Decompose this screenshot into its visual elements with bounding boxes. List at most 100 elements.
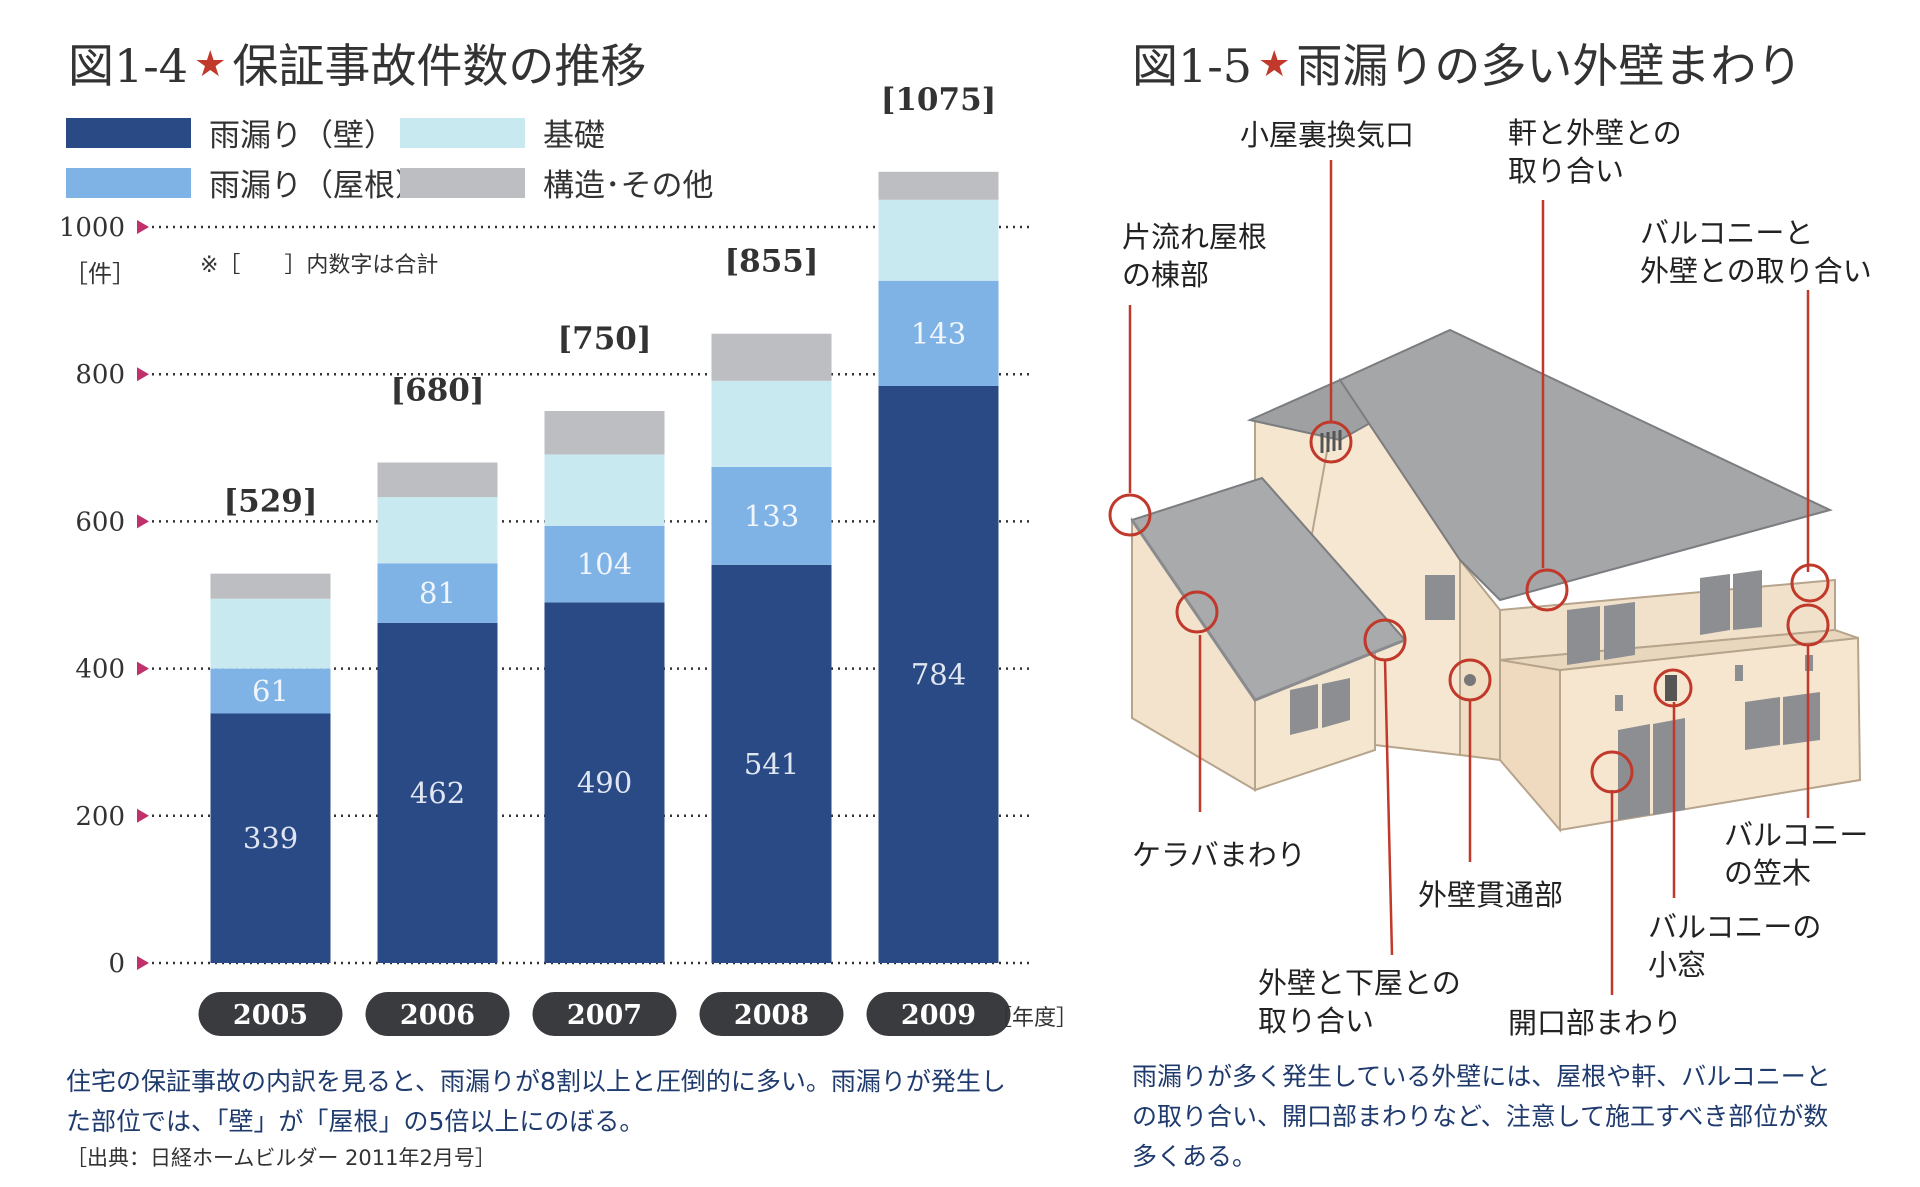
window-gable: [1425, 575, 1455, 620]
y-tick-label-400: 400: [75, 655, 125, 685]
tick-marker-200: [137, 808, 149, 823]
data-label-2007-series-1: 104: [577, 547, 632, 581]
window-lower-right-2: [1783, 692, 1820, 745]
x-tick-label-2007: 2007: [567, 1000, 642, 1031]
house-diagram: [1108, 160, 1862, 995]
bar-2009-series-2: [878, 199, 999, 281]
pipe-penetration: [1464, 674, 1476, 686]
tick-marker-1000: [137, 220, 149, 234]
legend-label-foundation: 基礎: [543, 118, 605, 154]
stacked-bar-chart: 0 200 400 600 800 1000 339 61 [529] 2005 462 81 [680…: [59, 82, 1030, 1036]
label-shed-roof-ridge: 片流れ屋根 の棟部: [1122, 218, 1267, 294]
label-shed-roof-ridge-line2: の棟部: [1122, 258, 1210, 292]
y-tick-label-600: 600: [75, 507, 125, 537]
label-balcony-wall-junction-line2: 外壁との取り合い: [1640, 254, 1872, 288]
caption-line-3: 多くある。: [1132, 1142, 1258, 1171]
year-pill-2008: [699, 992, 844, 1036]
bar-2005-series-0: [210, 713, 331, 963]
main-roof: [1338, 328, 1833, 602]
circle-balcony-wall: [1790, 563, 1830, 603]
data-label-2006-series-1: 81: [419, 576, 456, 610]
caption-line-1: 雨漏りが多く発生している外壁には、屋根や軒、バルコニーと: [1132, 1062, 1831, 1091]
total-label-2005: [529]: [223, 484, 317, 520]
label-lower-roof-junction: 外壁と下屋との 取り合い: [1258, 964, 1461, 1040]
circle-small-window: [1653, 668, 1693, 708]
label-balcony-coping-line2: の笠木: [1724, 856, 1812, 890]
label-balcony-coping-line1: バルコニー: [1724, 818, 1869, 852]
bar-2005-series-2: [210, 598, 331, 669]
total-label-2006: [680]: [390, 373, 484, 409]
windows: [1290, 570, 1820, 820]
bar-2007-series-3: [544, 411, 665, 455]
legend-swatch-structure: [400, 167, 525, 198]
label-attic-vent: 小屋裏換気口: [1240, 118, 1415, 152]
label-opening: 開口部まわり: [1508, 1006, 1683, 1040]
bar-2008-series-2: [711, 380, 832, 467]
caption-line-2: の取り合い、開口部まわりなど、注意して施工すべき部位が数: [1132, 1102, 1829, 1131]
label-balcony-small-window-line2: 小窓: [1648, 948, 1707, 982]
y-tick-label-800: 800: [75, 360, 125, 390]
bar-2006-series-3: [377, 462, 498, 498]
year-pill-2006: [365, 992, 510, 1036]
x-tick-label-2009: 2009: [901, 1000, 976, 1031]
window-upper-2: [1604, 602, 1635, 660]
data-label-2006-series-0: 462: [410, 776, 465, 810]
callout-circles: [1108, 420, 1830, 794]
figure-number-2: 図1-5: [1132, 39, 1253, 93]
lower-roof-edge: [1130, 519, 1406, 702]
bar-2008-series-1: [711, 466, 832, 565]
bar-2007-series-1: [544, 525, 665, 603]
window-lower-right: [1745, 697, 1780, 750]
window-left-2: [1322, 678, 1350, 728]
leader-lower-roof: [1383, 659, 1394, 956]
label-wall-penetration: 外壁貫通部: [1418, 878, 1564, 912]
total-label-2008: [855]: [724, 244, 818, 280]
label-balcony-small-window-line1: バルコニーの: [1648, 910, 1822, 944]
chart-title: 図1-4 ★ 保証事故件数の推移: [68, 30, 646, 96]
circle-eave: [1525, 568, 1569, 612]
bar-2009-series-1: [878, 280, 999, 386]
data-label-2009-series-0: 784: [911, 657, 966, 691]
legend-swatch-wall: [66, 117, 191, 148]
circle-lower-roof: [1363, 618, 1407, 662]
data-label-2005-series-0: 339: [243, 821, 298, 855]
label-balcony-wall-junction: バルコニーと 外壁との取り合い: [1640, 214, 1872, 290]
legend-label-wall: 雨漏り（壁）: [209, 118, 395, 154]
vent: [1320, 430, 1342, 453]
bar-2005-series-1: [210, 668, 331, 714]
x-tick-label-2008: 2008: [734, 1000, 809, 1031]
label-eave-junction-line2: 取り合い: [1508, 154, 1625, 188]
legend-item-foundation: 基礎: [400, 110, 605, 155]
chart-source: ［出典：日経ホームビルダー 2011年2月号］: [66, 1146, 496, 1170]
tick-marker-600: [137, 514, 149, 529]
small-window-2: [1735, 665, 1743, 681]
star-icon: ★: [194, 44, 227, 85]
x-tick-label-2006: 2006: [400, 1000, 475, 1031]
y-tick-label-1000: 1000: [59, 213, 125, 243]
x-tick-label-2005: 2005: [233, 1000, 308, 1031]
legend-swatch-roof: [66, 167, 191, 198]
data-label-2005-series-1: 61: [252, 674, 289, 708]
label-eave-junction: 軒と外壁との 取り合い: [1508, 114, 1682, 190]
circle-vent: [1309, 420, 1353, 464]
y-tick-label-200: 200: [75, 802, 125, 832]
legend-item-structure: 構造･その他: [400, 160, 714, 205]
circle-ridge: [1108, 493, 1152, 537]
total-label-2009: [1075]: [881, 82, 997, 118]
bar-2005-series-3: [210, 573, 331, 599]
label-balcony-coping: バルコニー の笠木: [1724, 816, 1868, 892]
data-label-2008-series-0: 541: [744, 747, 799, 781]
legend-label-structure: 構造･その他: [543, 168, 714, 204]
total-label-2007: [750]: [557, 321, 651, 357]
balcony-small-window: [1665, 675, 1677, 701]
bar-2008-series-0: [711, 564, 832, 963]
y-tick-label-0: 0: [108, 949, 125, 979]
bar-2009-series-3: [878, 171, 999, 200]
label-balcony-wall-junction-line1: バルコニーと: [1640, 216, 1814, 250]
tick-marker-0: [137, 956, 149, 970]
year-pill-2005: [198, 992, 343, 1036]
data-label-2008-series-1: 133: [744, 499, 799, 533]
diagram-title: 図1-5 ★ 雨漏りの多い外壁まわり: [1132, 30, 1802, 96]
balcony-side: [1499, 658, 1561, 833]
label-lower-roof-junction-line2: 取り合い: [1258, 1004, 1375, 1038]
